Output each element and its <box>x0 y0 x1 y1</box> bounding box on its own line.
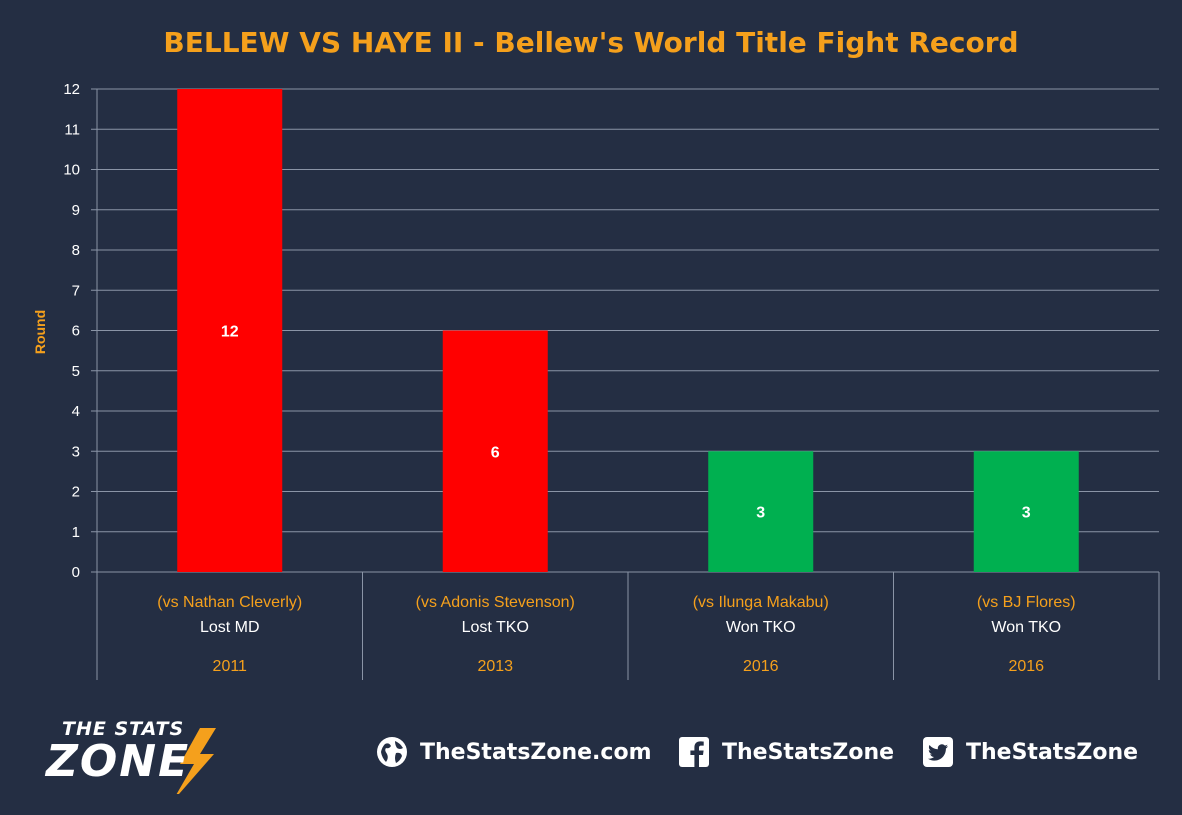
x-axis-categories: (vs Nathan Cleverly) Lost MD 2011 (vs Adoni… <box>96 572 1160 680</box>
chart: BELLEW VS HAYE II - Bellew's World Title… <box>32 26 1160 680</box>
y-tick-label: 12 <box>63 81 80 98</box>
y-tick-label: 8 <box>72 242 80 259</box>
y-tick-label: 11 <box>64 121 80 138</box>
x-category-year: 2013 <box>477 658 513 675</box>
bar <box>708 451 814 572</box>
data-label: 12 <box>221 324 239 341</box>
x-category-year: 2011 <box>213 658 248 675</box>
x-category-result: Won TKO <box>991 619 1061 636</box>
bar <box>973 451 1079 572</box>
x-category-opponent: (vs BJ Flores) <box>977 594 1076 611</box>
data-label: 3 <box>1022 505 1031 522</box>
facebook-icon <box>679 737 709 767</box>
globe-icon <box>377 737 407 767</box>
y-tick-label: 0 <box>72 564 80 581</box>
website-text: TheStatsZone.com <box>420 739 652 765</box>
bar <box>442 330 548 572</box>
y-tick-label: 10 <box>63 162 80 179</box>
chart-title: BELLEW VS HAYE II - Bellew's World Title… <box>163 26 1018 59</box>
website-link[interactable]: TheStatsZone.com <box>376 736 652 768</box>
y-tick-label: 3 <box>72 443 80 460</box>
twitter-icon <box>923 737 953 767</box>
logo-text-top: THE STATS <box>62 718 185 740</box>
lightning-bolt-icon <box>176 728 216 794</box>
data-label: 6 <box>491 444 500 461</box>
twitter-link[interactable]: TheStatsZone <box>922 736 1138 768</box>
x-category-year: 2016 <box>1008 658 1044 675</box>
facebook-link[interactable]: TheStatsZone <box>678 736 894 768</box>
x-category-opponent: (vs Adonis Stevenson) <box>416 594 575 611</box>
logo-text-bottom: ZONE <box>46 736 191 787</box>
y-tick-label: 9 <box>72 202 80 219</box>
x-category-result: Lost TKO <box>462 619 529 636</box>
y-tick-label: 2 <box>72 484 80 501</box>
x-category-opponent: (vs Nathan Cleverly) <box>157 594 302 611</box>
y-tick-label: 1 <box>72 524 80 541</box>
stats-zone-logo: THE STATS ZONE <box>44 714 254 794</box>
y-tick-label: 4 <box>72 403 80 420</box>
y-tick-label: 6 <box>72 323 80 340</box>
x-category-opponent: (vs Ilunga Makabu) <box>693 594 829 611</box>
facebook-text: TheStatsZone <box>722 739 895 765</box>
y-tick-label: 7 <box>72 282 80 299</box>
y-tick-label: 5 <box>72 363 80 380</box>
x-category-result: Won TKO <box>726 619 796 636</box>
footer: THE STATS ZONE TheStatsZone.com TheStats… <box>0 700 1182 815</box>
twitter-text: TheStatsZone <box>966 739 1139 765</box>
x-category-result: Lost MD <box>200 619 260 636</box>
y-axis-label: Round <box>32 310 48 354</box>
bar <box>177 89 283 572</box>
data-label: 3 <box>756 505 765 522</box>
bars: 12 6 3 3 <box>177 89 1079 572</box>
x-category-year: 2016 <box>743 658 779 675</box>
